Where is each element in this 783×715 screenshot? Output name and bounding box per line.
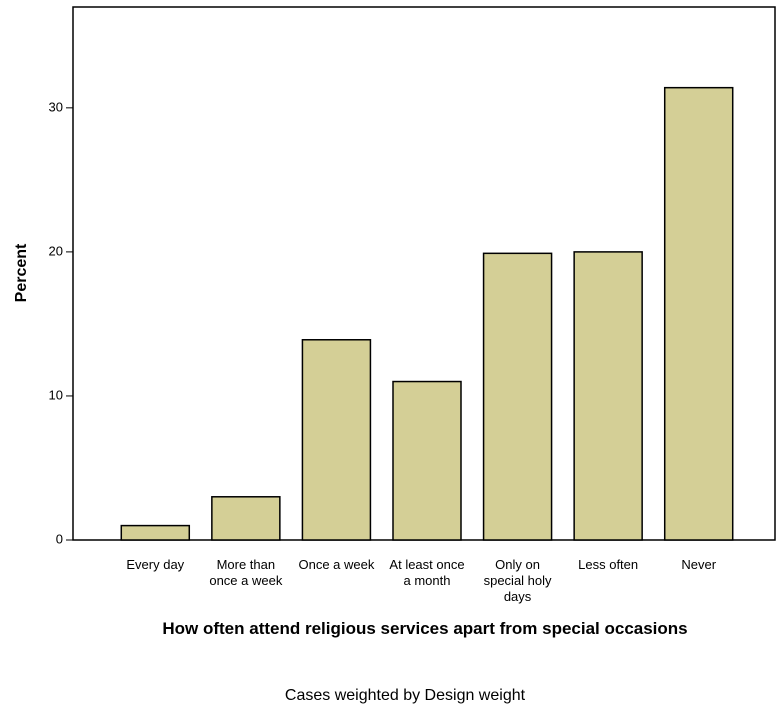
x-axis-title: How often attend religious services apar… [162,619,688,638]
x-tick-label: Never [681,557,717,572]
y-axis-title: Percent [13,243,30,302]
x-tick-label: Only on special holy days [483,557,552,604]
y-tick-label: 20 [49,243,63,258]
y-tick-label: 0 [56,531,63,546]
bar [482,252,553,541]
bar [301,339,372,541]
y-tick-label: 10 [49,387,63,402]
x-tick-label: Once a week [298,557,375,572]
x-tick-label: Less often [578,557,639,572]
x-tick-label: Every day [126,557,185,572]
bar [120,524,191,541]
x-tick-label: At least once a month [389,557,465,588]
x-tick-label: More than once a week [209,557,283,588]
bar [392,380,462,541]
bar [573,251,643,541]
bar [211,496,281,541]
bar [663,86,734,541]
footnote: Cases weighted by Design weight [284,687,526,704]
y-tick-label: 30 [49,99,63,114]
